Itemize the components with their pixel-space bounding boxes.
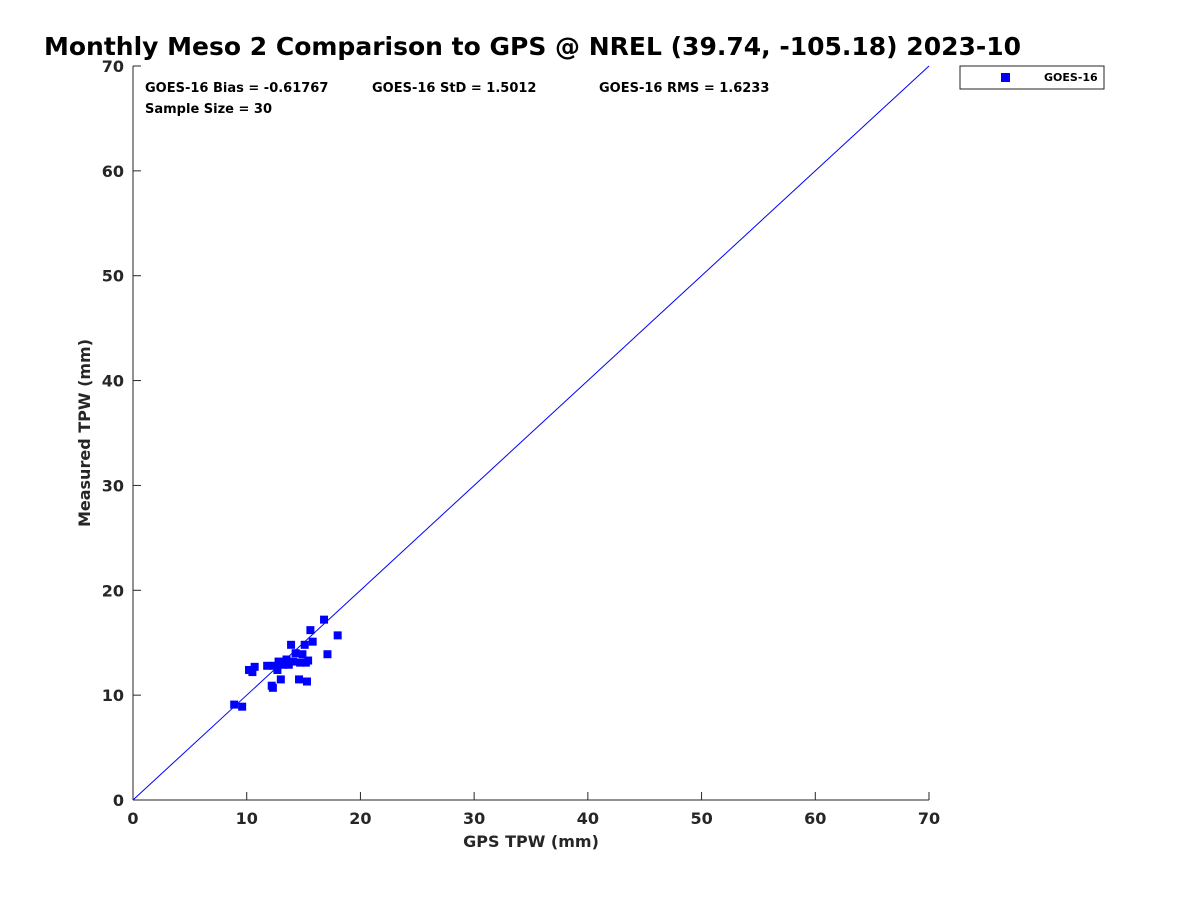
- data-point: [250, 662, 259, 671]
- data-point: [263, 661, 272, 670]
- data-point: [248, 668, 257, 677]
- data-point: [279, 660, 288, 669]
- x-tick-label: 50: [690, 809, 712, 828]
- data-point: [287, 640, 296, 649]
- data-point: [306, 626, 315, 635]
- legend-label: GOES-16: [1044, 71, 1098, 84]
- data-points: [230, 615, 342, 711]
- legend: GOES-16: [959, 65, 1105, 90]
- data-point: [274, 657, 283, 666]
- data-point: [323, 650, 332, 659]
- data-point: [301, 658, 310, 667]
- data-point: [282, 655, 291, 664]
- data-point: [295, 675, 304, 684]
- stat-rms: GOES-16 RMS = 1.6233: [599, 81, 769, 96]
- legend-marker: [1001, 73, 1010, 82]
- y-tick-label: 40: [102, 372, 124, 391]
- chart-title: Monthly Meso 2 Comparison to GPS @ NREL …: [44, 32, 1021, 61]
- stat-sample-size: Sample Size = 30: [145, 102, 272, 117]
- data-point: [300, 640, 309, 649]
- one-to-one-reference-line: [132, 65, 930, 801]
- y-tick-label: 0: [113, 791, 124, 810]
- x-tick-label: 60: [804, 809, 826, 828]
- y-ticks: 0 10 20 30 40 50 60 70: [102, 57, 141, 810]
- y-tick-label: 70: [102, 57, 124, 76]
- data-point: [291, 649, 300, 658]
- y-axis-label: Measured TPW (mm): [75, 339, 94, 527]
- y-tick-label: 50: [102, 267, 124, 286]
- data-point: [273, 665, 282, 674]
- data-point: [308, 637, 317, 646]
- x-tick-label: 20: [349, 809, 371, 828]
- data-point: [230, 700, 239, 709]
- data-point: [298, 650, 307, 659]
- data-point: [320, 615, 329, 624]
- data-point: [284, 660, 293, 669]
- data-point: [333, 631, 342, 640]
- x-tick-label: 40: [577, 809, 599, 828]
- data-point: [289, 657, 298, 666]
- x-axis-label: GPS TPW (mm): [463, 832, 599, 851]
- data-point: [270, 661, 279, 670]
- data-point: [276, 675, 285, 684]
- y-tick-label: 10: [102, 686, 124, 705]
- x-tick-label: 10: [236, 809, 258, 828]
- data-point: [238, 702, 247, 711]
- x-tick-label: 30: [463, 809, 485, 828]
- stats-annotations: GOES-16 Bias = -0.61767 GOES-16 StD = 1.…: [145, 81, 769, 117]
- axes: [132, 66, 929, 801]
- data-point: [267, 681, 276, 690]
- legend-box: [959, 65, 1105, 90]
- stat-bias: GOES-16 Bias = -0.61767: [145, 81, 328, 96]
- data-point: [296, 658, 305, 667]
- stat-std: GOES-16 StD = 1.5012: [372, 81, 536, 96]
- y-tick-label: 20: [102, 581, 124, 600]
- x-ticks: 0 10 20 30 40 50 60 70: [127, 792, 940, 828]
- y-tick-label: 60: [102, 162, 124, 181]
- x-tick-label: 70: [918, 809, 940, 828]
- data-point: [302, 677, 311, 686]
- y-tick-label: 30: [102, 476, 124, 495]
- x-tick-label: 0: [127, 809, 138, 828]
